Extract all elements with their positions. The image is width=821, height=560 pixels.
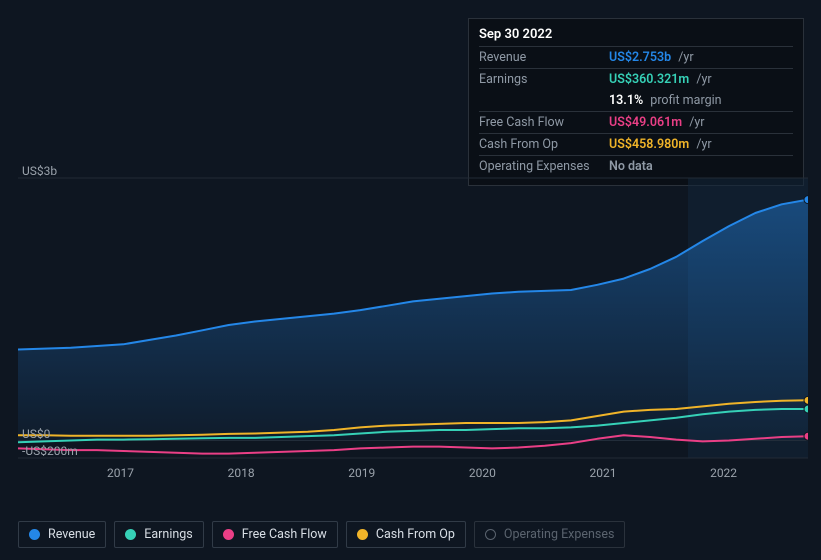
revenue-end-marker — [804, 196, 808, 204]
legend-item-earnings[interactable]: Earnings — [114, 521, 203, 548]
tooltip-row-label: Free Cash Flow — [479, 112, 609, 134]
tooltip-row-label — [479, 90, 609, 112]
tooltip-row-value: US$360.321m /yr — [609, 69, 793, 91]
legend-item-cfo[interactable]: Cash From Op — [346, 521, 466, 548]
tooltip-row-label: Revenue — [479, 47, 609, 69]
earnings-end-marker — [804, 405, 808, 413]
x-axis-year: 2017 — [107, 466, 134, 480]
x-axis-year: 2020 — [469, 466, 496, 480]
tooltip-row: Cash From OpUS$458.980m /yr — [479, 134, 793, 156]
legend-item-fcf[interactable]: Free Cash Flow — [212, 521, 338, 548]
legend-label: Cash From Op — [376, 527, 455, 542]
legend-label: Earnings — [144, 527, 192, 542]
tooltip-row-label: Cash From Op — [479, 134, 609, 156]
cfo-end-marker — [804, 396, 808, 404]
legend-label: Free Cash Flow — [242, 527, 327, 542]
x-axis-year: 2021 — [589, 466, 616, 480]
chart-legend: Revenue Earnings Free Cash Flow Cash From O… — [18, 521, 625, 548]
legend-swatch — [125, 529, 136, 540]
tooltip-row-label: Earnings — [479, 69, 609, 91]
legend-label: Revenue — [48, 527, 95, 542]
legend-swatch — [29, 529, 40, 540]
legend-item-revenue[interactable]: Revenue — [18, 521, 106, 548]
tooltip-row: 13.1% profit margin — [479, 90, 793, 112]
tooltip-row-value: US$49.061m /yr — [609, 112, 793, 134]
legend-swatch — [223, 529, 234, 540]
tooltip-row: Free Cash FlowUS$49.061m /yr — [479, 112, 793, 134]
tooltip-date: Sep 30 2022 — [479, 25, 793, 46]
tooltip-row: EarningsUS$360.321m /yr — [479, 69, 793, 91]
financials-line-chart[interactable] — [18, 158, 808, 478]
x-axis-year: 2019 — [348, 466, 375, 480]
legend-label: Operating Expenses — [504, 527, 615, 542]
tooltip-row: RevenueUS$2.753b /yr — [479, 47, 793, 69]
chart-svg — [18, 158, 808, 478]
tooltip-row-value: US$2.753b /yr — [609, 47, 793, 69]
tooltip-row-value: US$458.980m /yr — [609, 134, 793, 156]
x-axis-year: 2018 — [228, 466, 255, 480]
x-axis-year: 2022 — [710, 466, 737, 480]
tooltip-row-value: 13.1% profit margin — [609, 90, 793, 112]
legend-swatch — [485, 529, 496, 540]
legend-swatch — [357, 529, 368, 540]
fcf-end-marker — [804, 432, 808, 440]
legend-item-opex[interactable]: Operating Expenses — [474, 521, 626, 548]
